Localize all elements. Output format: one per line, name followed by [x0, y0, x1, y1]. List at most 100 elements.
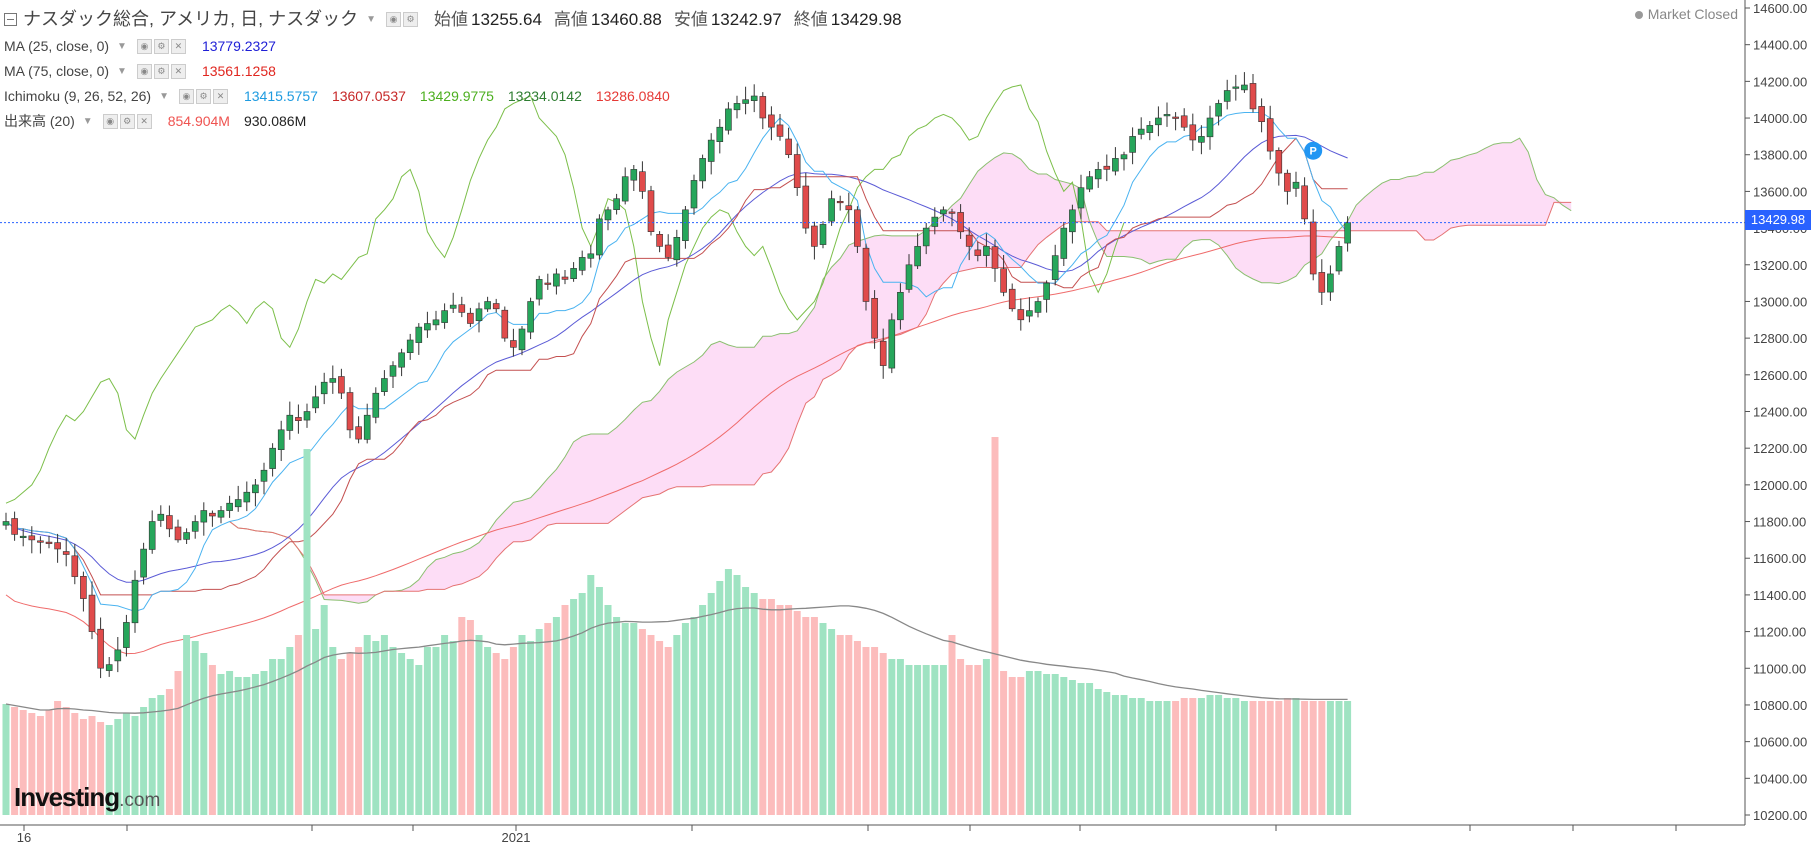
chevron-down-icon[interactable]: ▼: [159, 91, 169, 102]
volume-bar: [441, 635, 449, 815]
candle-body: [1000, 268, 1007, 293]
chevron-down-icon[interactable]: ▼: [82, 116, 93, 127]
volume-bar: [1034, 671, 1042, 815]
collapse-icon[interactable]: [4, 12, 17, 26]
eye-icon[interactable]: ◉: [386, 11, 402, 27]
chevron-down-icon[interactable]: ▼: [117, 41, 127, 52]
chevron-down-icon[interactable]: ▼: [117, 66, 127, 77]
volume-bar: [1086, 683, 1094, 815]
volume-bar: [398, 653, 406, 815]
volume-bar: [922, 665, 930, 815]
candle-body: [346, 392, 354, 431]
volume-bar: [1258, 701, 1266, 815]
volume-bar: [561, 605, 569, 815]
candle-body: [742, 99, 749, 104]
volume-ma-line: [5, 605, 1348, 714]
indicator-ma75[interactable]: MA (75, close, 0) ▼ ◉ ⚙ ✕ 13561.1258: [4, 59, 914, 84]
candle-body: [389, 365, 397, 377]
candle-body: [338, 376, 345, 394]
gear-icon[interactable]: ⚙: [119, 114, 135, 129]
volume-bar: [518, 635, 526, 815]
y-tick-label: 12800.00: [1753, 331, 1807, 346]
y-tick-label: 13200.00: [1753, 258, 1807, 273]
close-icon[interactable]: ✕: [212, 89, 228, 104]
volume-bar: [793, 611, 801, 815]
candle-body: [303, 411, 311, 421]
gear-icon[interactable]: ⚙: [403, 11, 419, 27]
volume-bar: [595, 587, 603, 815]
candle-body: [811, 225, 818, 247]
eye-icon[interactable]: ◉: [178, 89, 194, 104]
indicator-value: 13415.5757: [243, 88, 318, 104]
close-icon[interactable]: ✕: [170, 64, 186, 79]
volume-bar: [638, 629, 646, 815]
volume-bar: [1189, 698, 1197, 815]
candle-body: [836, 201, 844, 204]
gear-icon[interactable]: ⚙: [153, 64, 169, 79]
candle-body: [449, 304, 457, 309]
indicator-value: 13607.0537: [331, 88, 406, 104]
volume-bar: [776, 605, 784, 815]
candle-body: [191, 521, 199, 532]
candle-body: [1180, 115, 1188, 128]
gear-icon[interactable]: ⚙: [195, 89, 211, 104]
indicator-ichimoku[interactable]: Ichimoku (9, 26, 52, 26) ▼ ◉ ⚙ ✕ 13415.575…: [4, 84, 914, 109]
candle-body: [105, 664, 113, 671]
volume-bar: [1043, 674, 1051, 815]
volume-bar: [604, 605, 612, 815]
close-icon[interactable]: ✕: [136, 114, 152, 129]
indicator-name: MA (75, close, 0): [4, 63, 110, 79]
indicator-value: 854.904M: [167, 113, 230, 129]
volume-bar: [1120, 695, 1128, 815]
candle-body: [785, 138, 792, 155]
volume-bar: [578, 593, 586, 815]
ma25-line: [5, 134, 1348, 583]
volume-bar: [1172, 701, 1180, 815]
indicator-value: 930.086M: [243, 113, 307, 129]
volume-bar: [346, 653, 354, 815]
close-icon[interactable]: ✕: [170, 39, 186, 54]
volume-bar: [767, 599, 775, 815]
volume-bar: [681, 623, 689, 815]
chevron-down-icon[interactable]: ▼: [366, 13, 377, 25]
indicator-ma25[interactable]: MA (25, close, 0) ▼ ◉ ⚙ ✕ 13779.2327: [4, 34, 914, 59]
candle-body: [209, 512, 216, 517]
volume-bar: [269, 659, 277, 815]
candle-body: [604, 209, 612, 221]
candle-body: [759, 96, 767, 119]
candle-body: [1077, 187, 1085, 209]
gear-icon[interactable]: ⚙: [153, 39, 169, 54]
volume-bar: [19, 710, 27, 815]
volume-bar: [733, 575, 741, 815]
candle-body: [226, 502, 233, 511]
indicator-volume[interactable]: 出来高 (20) ▼ ◉ ⚙ ✕ 854.904M 930.086M: [4, 109, 914, 134]
eye-icon[interactable]: ◉: [136, 39, 152, 54]
eye-icon[interactable]: ◉: [102, 114, 118, 129]
volume-bar: [707, 593, 715, 815]
volume-bar: [1060, 677, 1068, 815]
volume-bar: [423, 647, 431, 815]
candle-body: [174, 526, 182, 541]
candle-body: [510, 340, 517, 348]
candle-body: [398, 352, 405, 368]
candle-body: [320, 381, 328, 395]
eye-icon[interactable]: ◉: [136, 64, 152, 79]
logo-brand: Investing: [14, 782, 120, 812]
candle-body: [217, 510, 225, 518]
candle-body: [1292, 181, 1300, 189]
candle-body: [819, 224, 827, 245]
candle-body: [639, 171, 646, 192]
candle-body: [1094, 169, 1102, 180]
candle-body: [991, 246, 999, 269]
candle-body: [131, 579, 139, 624]
candle-body: [733, 103, 741, 111]
chikou-span-line: [5, 84, 1125, 504]
candle-body: [673, 237, 681, 261]
candle-body: [260, 469, 268, 482]
candle-body: [329, 378, 337, 383]
volume-bar: [320, 605, 328, 815]
y-tick-label: 10800.00: [1753, 698, 1807, 713]
candle-body: [707, 139, 715, 162]
